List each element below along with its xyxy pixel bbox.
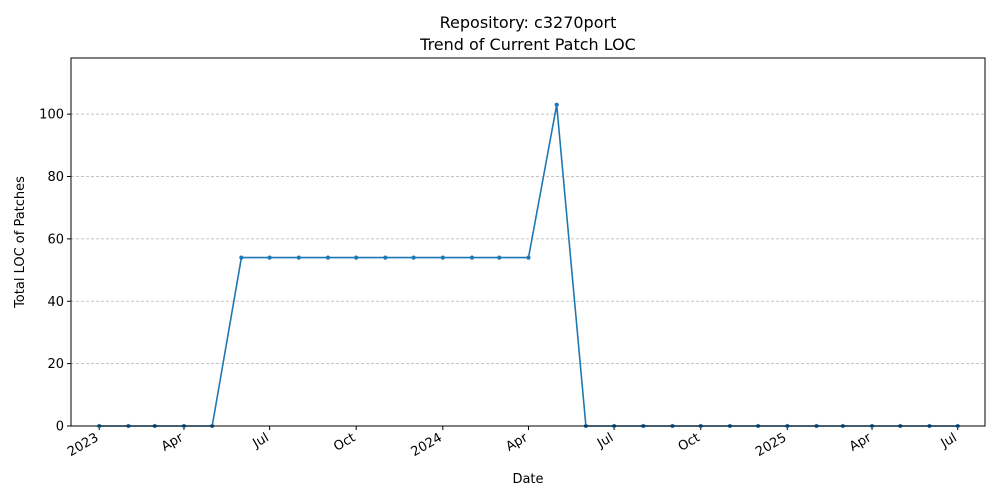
data-point <box>440 255 445 260</box>
x-tick-label: Jul <box>938 430 960 451</box>
x-tick-label: Jul <box>594 430 616 451</box>
data-point <box>325 255 331 260</box>
y-tick-label: 0 <box>56 420 64 435</box>
y-tick-label: 80 <box>47 170 64 185</box>
data-point <box>469 255 475 260</box>
chart-title: Repository: c3270port <box>440 13 617 32</box>
data-point <box>554 102 559 107</box>
data-point <box>239 255 244 260</box>
data-point <box>296 255 301 260</box>
data-point <box>526 255 531 260</box>
data-point <box>354 255 359 260</box>
x-axis-label: Date <box>512 472 543 487</box>
x-tick-label: Jul <box>250 430 272 451</box>
plot-frame <box>70 57 986 427</box>
y-axis-label: Total LOC of Patches <box>13 176 28 309</box>
data-point <box>497 255 502 260</box>
data-point <box>383 255 388 260</box>
y-tick-label: 60 <box>47 232 64 247</box>
data-point <box>411 255 416 260</box>
y-tick-label: 100 <box>39 108 64 123</box>
y-axis-ticks: 0 20 40 60 80 100 <box>39 108 71 435</box>
y-tick-label: 40 <box>47 295 64 310</box>
chart-subtitle: Trend of Current Patch LOC <box>419 35 636 54</box>
data-point <box>267 255 272 260</box>
y-tick-label: 20 <box>47 357 64 372</box>
